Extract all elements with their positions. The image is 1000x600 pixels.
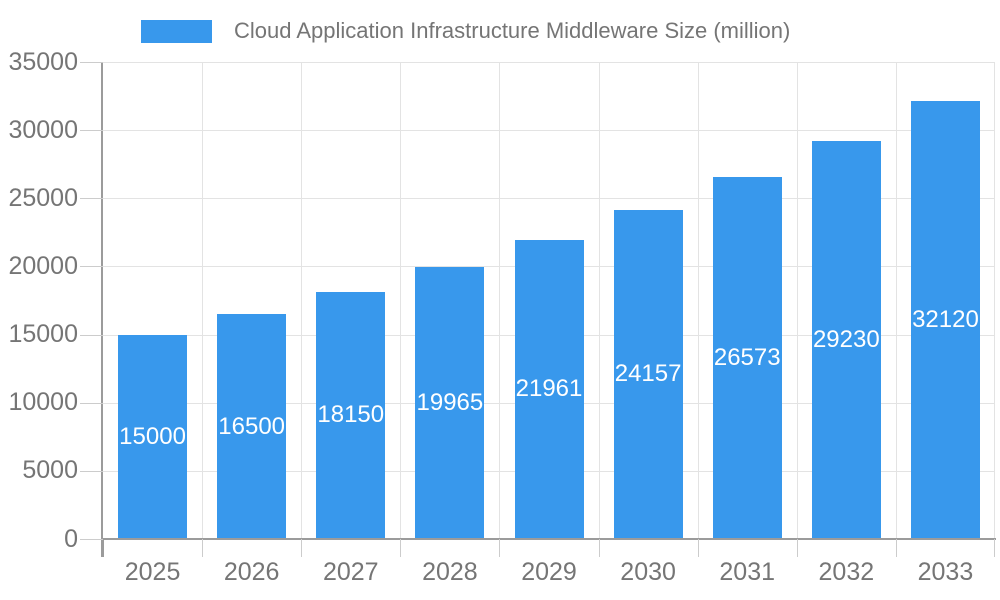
x-tick-label: 2032 — [818, 558, 875, 586]
y-tick-label: 15000 — [8, 320, 78, 349]
v-gridline — [599, 62, 600, 539]
x-tick-mark — [301, 539, 302, 557]
y-tick-mark — [80, 130, 103, 132]
bar-value-label: 18150 — [317, 401, 385, 429]
bar: 29230 — [811, 140, 881, 539]
bar: 18150 — [316, 291, 386, 539]
x-tick-mark — [599, 539, 600, 557]
bar: 16500 — [217, 314, 287, 539]
y-tick-label: 30000 — [8, 115, 78, 144]
chart-legend[interactable]: Cloud Application Infrastructure Middlew… — [141, 19, 790, 43]
h-gridline — [103, 198, 995, 200]
h-gridline — [103, 130, 995, 132]
v-gridline — [202, 62, 203, 539]
x-tick-label: 2027 — [322, 558, 379, 586]
y-tick-label: 20000 — [8, 251, 78, 280]
y-tick-mark — [80, 334, 103, 336]
v-gridline — [400, 62, 401, 539]
x-tick-label: 2031 — [719, 558, 776, 586]
y-tick-mark — [80, 62, 103, 63]
y-tick-label: 5000 — [22, 456, 78, 485]
x-tick-mark — [994, 539, 995, 557]
bar: 19965 — [415, 266, 485, 539]
x-tick-mark — [400, 539, 401, 557]
x-tick-label: 2025 — [124, 558, 181, 586]
v-gridline — [994, 62, 995, 539]
bar-value-label: 21961 — [515, 375, 583, 403]
h-gridline — [103, 62, 995, 63]
y-tick-mark — [80, 402, 103, 404]
y-tick-label: 10000 — [8, 388, 78, 417]
bar-value-label: 24157 — [614, 360, 682, 388]
y-tick-mark — [80, 198, 103, 200]
legend-swatch — [141, 19, 212, 43]
legend-label: Cloud Application Infrastructure Middlew… — [234, 18, 791, 43]
bar-value-label: 15000 — [119, 422, 186, 450]
v-gridline — [797, 62, 798, 539]
y-tick-label: 25000 — [8, 183, 78, 212]
x-tick-label: 2033 — [917, 558, 974, 586]
x-tick-label: 2029 — [521, 558, 577, 586]
x-tick-label: 2026 — [223, 558, 280, 586]
y-tick-label: 0 — [64, 524, 78, 553]
bar-value-label: 19965 — [416, 388, 484, 416]
bar-value-label: 26573 — [713, 343, 781, 371]
x-tick-mark — [896, 539, 897, 557]
x-tick-mark — [698, 539, 699, 557]
x-tick-label: 2028 — [422, 558, 478, 586]
plot-area: 15000 16500 18150 19965 21961 24157 26573 29230… — [103, 62, 995, 539]
bar-value-label: 16500 — [218, 412, 286, 440]
x-tick-mark — [103, 539, 104, 557]
bar: 32120 — [910, 101, 980, 539]
x-tick-mark — [202, 539, 203, 557]
v-gridline — [896, 62, 897, 539]
bar-value-label: 32120 — [912, 306, 979, 334]
x-axis-line — [103, 538, 996, 540]
bar-value-label: 29230 — [812, 325, 880, 353]
v-gridline — [301, 62, 302, 539]
v-gridline — [698, 62, 699, 539]
bar: 26573 — [712, 176, 782, 539]
x-tick-mark — [797, 539, 798, 557]
v-gridline — [499, 62, 500, 539]
y-tick-mark — [80, 470, 103, 472]
x-tick-label: 2030 — [620, 558, 676, 586]
bar: 15000 — [118, 334, 188, 539]
x-tick-mark — [499, 539, 500, 557]
y-tick-mark — [80, 266, 103, 268]
y-tick-label: 35000 — [8, 47, 78, 76]
bar: 21961 — [514, 239, 584, 539]
y-tick-mark — [80, 539, 103, 540]
y-axis-line — [101, 62, 103, 557]
bar: 24157 — [613, 209, 683, 539]
